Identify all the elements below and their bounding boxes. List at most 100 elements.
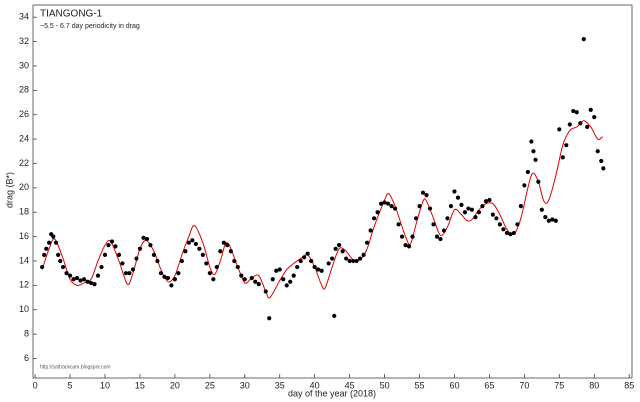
data-point [179, 258, 184, 264]
data-point [263, 289, 268, 294]
data-point [585, 124, 590, 129]
data-point [207, 271, 212, 276]
data-point [305, 251, 310, 256]
data-point [592, 115, 597, 120]
data-point [567, 122, 572, 127]
x-tick-label: 15 [135, 380, 145, 390]
y-tick-label: 12 [19, 280, 29, 290]
data-point [291, 273, 296, 278]
data-point [539, 207, 544, 212]
data-point [351, 258, 356, 264]
y-tick-label: 14 [19, 255, 29, 265]
plot-frame [32, 4, 633, 379]
data-point [214, 264, 219, 270]
data-point [361, 252, 366, 257]
x-axis-label: day of the year (2018) [288, 388, 376, 398]
data-point [531, 149, 536, 154]
data-point [364, 240, 370, 245]
data-point [368, 228, 373, 233]
data-point [92, 282, 97, 287]
data-point [515, 222, 520, 227]
data-point [508, 232, 513, 237]
data-point [42, 252, 47, 257]
data-point [427, 206, 433, 211]
data-point [197, 246, 202, 251]
data-point [557, 127, 562, 132]
data-point [375, 210, 380, 215]
data-point [518, 204, 523, 209]
source-url: http://sattrackcam.blogspot.com [40, 364, 111, 370]
y-tick-label: 30 [19, 60, 29, 70]
data-point [281, 277, 286, 282]
data-point [522, 183, 527, 188]
data-point [249, 275, 254, 281]
x-tick-label: 55 [415, 380, 425, 390]
data-point [358, 256, 363, 261]
data-point [256, 282, 261, 287]
data-point [51, 234, 56, 239]
data-point [46, 240, 52, 245]
data-point [445, 216, 450, 221]
data-point [476, 210, 482, 215]
y-tick-label: 18 [19, 207, 29, 217]
data-point [494, 216, 499, 221]
data-point [58, 258, 63, 264]
data-point [441, 228, 447, 233]
data-point [127, 271, 132, 276]
x-tick-label: 10 [100, 380, 110, 390]
data-point [497, 222, 502, 227]
data-point [483, 199, 489, 204]
data-point [134, 256, 139, 261]
data-point [39, 264, 45, 270]
data-point [462, 210, 468, 215]
data-point [130, 267, 136, 272]
data-point [420, 190, 426, 195]
data-point [354, 258, 359, 264]
data-point [410, 234, 415, 239]
data-point [347, 258, 352, 264]
data-point [564, 143, 569, 148]
data-point [413, 216, 419, 221]
data-point [480, 204, 485, 209]
data-point [116, 252, 122, 257]
y-tick-label: 26 [19, 109, 29, 119]
data-point [312, 264, 317, 270]
data-point [378, 201, 384, 206]
data-point [595, 149, 600, 154]
data-point [455, 195, 461, 200]
data-point [543, 214, 548, 220]
data-point [431, 222, 436, 227]
data-point [102, 252, 108, 257]
data-point [113, 244, 118, 249]
data-point [330, 256, 335, 261]
x-tick-label: 30 [240, 380, 250, 390]
data-point [525, 169, 530, 175]
x-tick-label: 50 [380, 380, 390, 390]
data-point [403, 243, 408, 248]
x-tick-label: 20 [170, 380, 180, 390]
y-tick-label: 20 [19, 182, 29, 192]
y-tick-label: 24 [19, 133, 29, 143]
data-point [200, 252, 205, 257]
data-point [267, 316, 272, 321]
data-point [56, 252, 61, 257]
data-point [316, 267, 321, 272]
y-tick-label: 16 [19, 231, 29, 241]
data-point [487, 197, 492, 203]
data-point [288, 279, 293, 284]
y-tick-label: 32 [19, 36, 29, 46]
data-point [176, 271, 181, 276]
x-tick-label: 25 [205, 380, 215, 390]
x-tick-label: 60 [449, 380, 459, 390]
data-point [284, 283, 289, 288]
y-tick-label: 34 [19, 12, 29, 22]
y-tick-label: 10 [19, 304, 29, 314]
data-point [151, 252, 157, 257]
data-point [88, 280, 94, 286]
y-tick-label: 28 [19, 85, 29, 95]
data-point [109, 239, 115, 244]
data-point [218, 249, 223, 254]
data-point [228, 249, 233, 254]
data-point [550, 217, 555, 222]
data-point [490, 212, 496, 217]
